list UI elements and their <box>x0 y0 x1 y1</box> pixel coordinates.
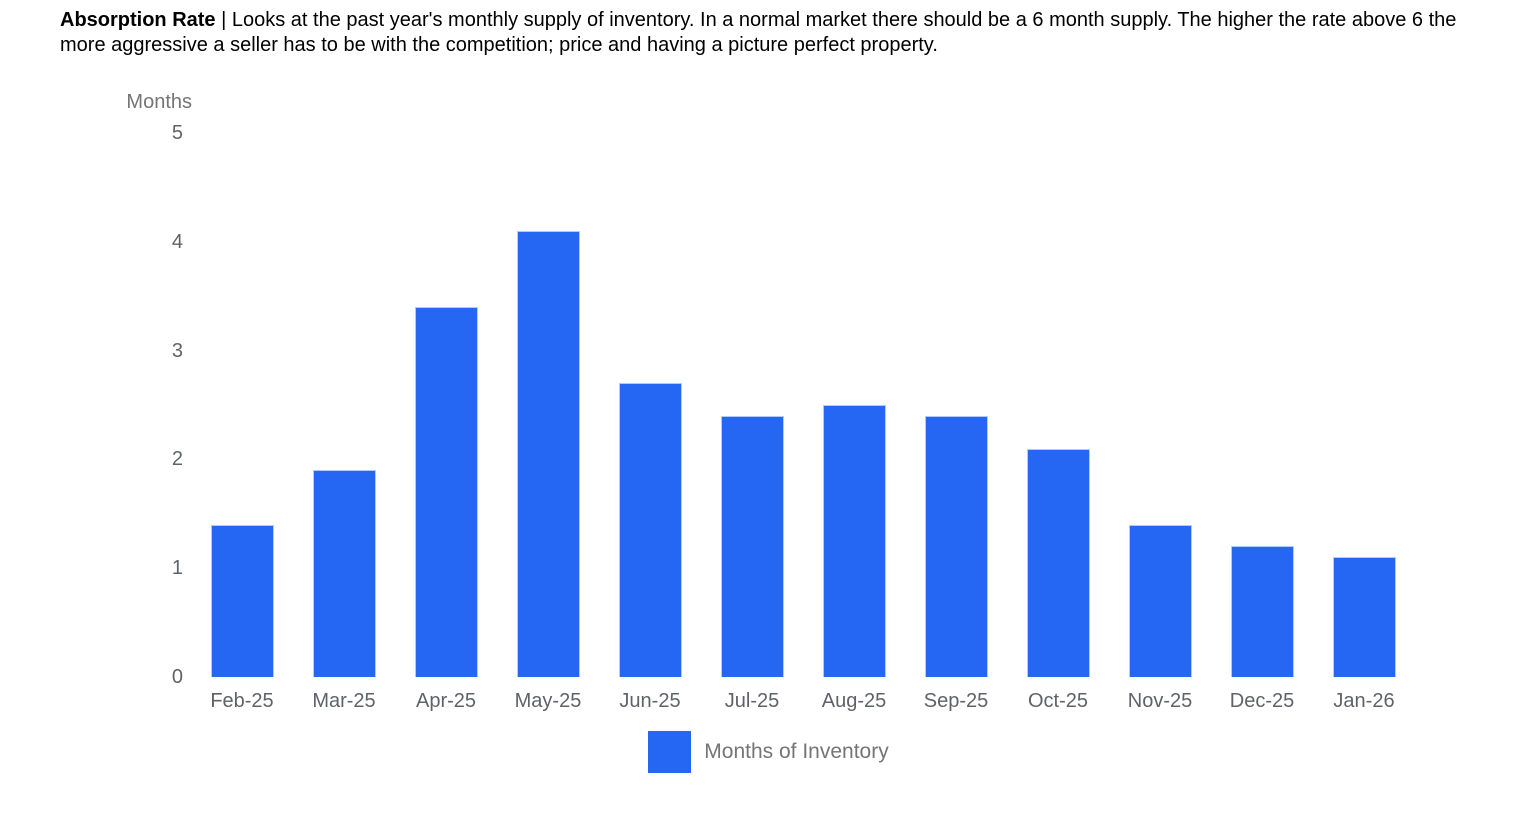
legend-swatch <box>648 731 692 773</box>
bar-slot <box>395 133 497 677</box>
x-axis-label: May-25 <box>514 690 582 712</box>
x-axis-label: Jul-25 <box>724 690 780 712</box>
x-axis-label: Jan-26 <box>1333 690 1395 712</box>
y-axis-tick: 5 <box>171 122 183 144</box>
bar-Oct-25[interactable] <box>1026 448 1090 677</box>
x-axis-label: Jun-25 <box>619 690 681 712</box>
x-axis-label: Aug-25 <box>821 690 887 712</box>
bar-slot <box>293 133 395 677</box>
bar-slot <box>599 133 701 677</box>
x-axis-label: Feb-25 <box>210 690 274 712</box>
legend: Months of Inventory <box>0 731 1537 773</box>
x-axis: Feb-25 Mar-25 Apr-25 May-25 Jun-25 Jul-25 Aug-… <box>191 689 1415 713</box>
bar-slot <box>1313 133 1415 677</box>
bar-Apr-25[interactable] <box>414 307 478 677</box>
bar-Jan-26[interactable] <box>1332 557 1396 677</box>
bar-Jul-25[interactable] <box>720 415 784 677</box>
plot-area <box>191 133 1415 677</box>
bar-slot <box>1109 133 1211 677</box>
bar-slot <box>905 133 1007 677</box>
bar-slot <box>1211 133 1313 677</box>
x-axis-label: Dec-25 <box>1229 690 1295 712</box>
x-axis-label: Oct-25 <box>1027 690 1089 712</box>
bar-slot <box>803 133 905 677</box>
y-axis-title: Months <box>126 91 192 113</box>
x-axis-label: Nov-25 <box>1127 690 1193 712</box>
bar-Jun-25[interactable] <box>618 383 682 677</box>
y-axis-tick: 1 <box>171 557 183 580</box>
bar-slot <box>497 133 599 677</box>
x-axis-label: Apr-25 <box>415 690 477 712</box>
bar-slot <box>191 133 293 677</box>
title-separator: | <box>215 9 232 31</box>
bar-Feb-25[interactable] <box>210 524 274 677</box>
chart-description-text: Looks at the past year's monthly supply … <box>60 9 1457 56</box>
bar-slot <box>701 133 803 677</box>
bar-Aug-25[interactable] <box>822 405 886 677</box>
bar-slot <box>1007 133 1109 677</box>
bar-Mar-25[interactable] <box>312 470 376 677</box>
chart-title: Absorption Rate <box>60 9 216 31</box>
bar-May-25[interactable] <box>516 230 580 677</box>
y-axis-tick: 4 <box>171 230 183 253</box>
y-axis-tick: 3 <box>171 339 183 362</box>
bar-Dec-25[interactable] <box>1230 546 1294 677</box>
y-axis-tick: 0 <box>171 666 183 688</box>
x-axis-label: Sep-25 <box>923 690 989 712</box>
y-axis-tick: 2 <box>171 448 183 471</box>
bar-Sep-25[interactable] <box>924 415 988 677</box>
x-axis-label: Mar-25 <box>312 690 376 712</box>
legend-label: Months of Inventory <box>704 740 889 763</box>
chart-description: Absorption Rate | Looks at the past year… <box>60 8 1482 57</box>
bar-Nov-25[interactable] <box>1128 524 1192 677</box>
